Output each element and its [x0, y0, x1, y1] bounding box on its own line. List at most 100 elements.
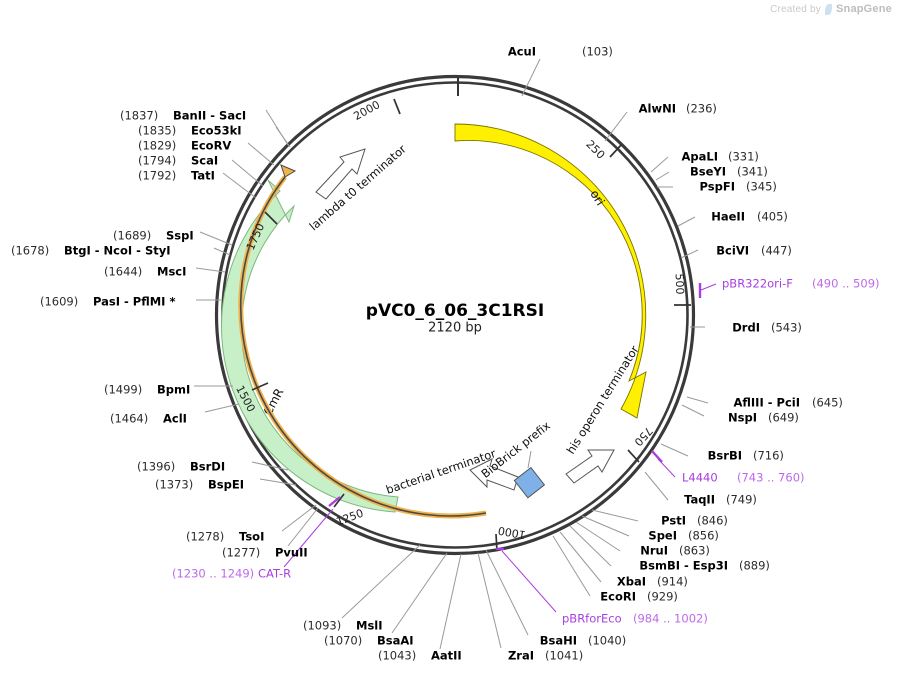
site-enzyme: BsrBI: [708, 449, 742, 463]
site-position: (331): [728, 150, 759, 164]
site-label-bsmbi-esp3i[interactable]: BsmBI - Esp3I (889): [639, 559, 770, 573]
snapgene-watermark: Created by SnapGene: [770, 3, 892, 15]
site-enzyme: ScaI: [191, 154, 218, 168]
site-label-apali[interactable]: ApaLI (331): [682, 150, 759, 164]
site-enzyme: EcoRI: [600, 590, 636, 604]
site-position: (405): [757, 210, 788, 224]
site-label-bsrbi[interactable]: BsrBI (716): [708, 449, 784, 463]
site-enzyme: PvuII: [275, 546, 308, 560]
site-position: (889): [739, 559, 770, 573]
site-label-pvuii[interactable]: (1277) PvuII: [222, 546, 308, 560]
site-position: (1689): [113, 229, 151, 243]
site-label-msci[interactable]: (1644) MscI: [104, 265, 186, 279]
watermark-brand: SnapGene: [835, 3, 892, 15]
site-label-btgi-ncoi-styi[interactable]: (1678) BtgI - NcoI - StyI: [11, 244, 171, 258]
site-position: (1644): [104, 265, 142, 279]
site-label-ecori[interactable]: EcoRI (929): [600, 590, 678, 604]
site-enzyme: AcuI: [508, 45, 536, 59]
site-position: (1040): [588, 634, 626, 648]
primer-name: pBR322ori-F: [722, 277, 793, 291]
site-enzyme: DrdI: [732, 321, 760, 335]
plasmid-length: 2120 bp: [428, 321, 482, 336]
site-label-banii-saci[interactable]: (1837) BanII - SacI: [120, 109, 246, 123]
site-position: (1041): [545, 649, 583, 663]
site-enzyme: AclI: [163, 412, 187, 426]
site-enzyme: BsmBI - Esp3I: [639, 559, 728, 573]
tick-label-1250: 1250: [334, 507, 365, 529]
site-label-eco53ki[interactable]: (1835) Eco53kI: [138, 124, 242, 138]
tick-label-500: 500: [673, 273, 687, 294]
primer-label-cat-r[interactable]: (1230 .. 1249) CAT-R: [172, 567, 291, 581]
site-label-bspei[interactable]: (1373) BspEI: [155, 478, 244, 492]
site-label-zrai[interactable]: ZraI (1041): [508, 649, 583, 663]
site-label-acli[interactable]: (1464) AclI: [110, 412, 187, 426]
site-label-tati[interactable]: (1792) TatI: [138, 169, 215, 183]
site-label-bpmi[interactable]: (1499) BpmI: [104, 383, 190, 397]
primer-mark-l4440[interactable]: [651, 450, 663, 463]
site-label-psti[interactable]: PstI (846): [661, 514, 728, 528]
primer-name: pBRforEco: [562, 612, 622, 626]
site-position: (1835): [138, 124, 176, 138]
site-enzyme: BanII - SacI: [173, 109, 246, 123]
primer-label-pbrforeco[interactable]: pBRforEco (984 .. 1002): [562, 612, 708, 626]
site-label-aatii[interactable]: (1043) AatII: [378, 649, 462, 663]
site-enzyme: ApaLI: [682, 150, 719, 164]
site-label-taqii[interactable]: TaqII (749): [684, 493, 757, 507]
site-label-acui[interactable]: AcuI (103): [508, 45, 613, 59]
site-position: (1829): [138, 139, 176, 153]
primer-name: CAT-R: [258, 567, 291, 581]
site-enzyme: MscI: [157, 265, 186, 279]
site-enzyme: TatI: [191, 169, 215, 183]
site-label-msli[interactable]: (1093) MslI: [303, 619, 383, 633]
site-position: (846): [697, 514, 728, 528]
primer-label-pbr322ori-f[interactable]: pBR322ori-F (490 .. 509): [722, 277, 880, 291]
site-label-bsrdi[interactable]: (1396) BsrDI: [137, 460, 225, 474]
primer-range: (1230 .. 1249): [172, 567, 254, 581]
site-enzyme: BtgI - NcoI - StyI: [64, 244, 171, 258]
site-position: (1277): [222, 546, 260, 560]
site-enzyme: EcoRV: [191, 139, 231, 153]
site-label-ecorv[interactable]: (1829) EcoRV: [138, 139, 231, 153]
site-position: (1464): [110, 412, 148, 426]
site-position: (1070): [324, 634, 362, 648]
primer-mark-cat-r[interactable]: [328, 496, 341, 507]
site-position: (914): [657, 575, 688, 589]
site-label-sspi[interactable]: (1689) SspI: [113, 229, 194, 243]
site-label-pspfi[interactable]: PspFI (345): [700, 180, 777, 194]
site-position: (341): [737, 165, 768, 179]
site-label-bcivi[interactable]: BciVI (447): [716, 244, 792, 258]
site-label-drdi[interactable]: DrdI (543): [732, 321, 802, 335]
site-position: (1278): [186, 530, 224, 544]
site-position: (856): [688, 529, 719, 543]
site-label-xbai[interactable]: XbaI (914): [617, 575, 688, 589]
site-label-nrui[interactable]: NruI (863): [640, 544, 710, 558]
tick-label-2000: 2000: [351, 98, 382, 123]
site-label-aflIII-pcii[interactable]: AflIII - PciI (645): [733, 396, 842, 410]
site-enzyme: BsrDI: [190, 460, 225, 474]
site-enzyme: BspEI: [208, 478, 244, 492]
site-label-bseyi[interactable]: BseYI (341): [690, 165, 768, 179]
primer-label-l4440[interactable]: L4440 (743 .. 760): [682, 471, 805, 485]
site-label-scai[interactable]: (1794) ScaI: [138, 154, 218, 168]
primer-marks[interactable]: [328, 283, 702, 551]
site-label-alwni[interactable]: AlwNI (236): [639, 102, 717, 116]
site-label-bsahi[interactable]: BsaHI (1040): [540, 634, 627, 648]
primer-range: (490 .. 509): [812, 277, 880, 291]
tick-label-250: 250: [583, 138, 607, 162]
primer-range: (984 .. 1002): [633, 612, 708, 626]
site-position: (447): [761, 244, 792, 258]
site-label-tsoi[interactable]: (1278) TsoI: [186, 530, 264, 544]
site-position: (1792): [138, 169, 176, 183]
site-label-spei[interactable]: SpeI (856): [648, 529, 719, 543]
site-enzyme: SpeI: [648, 529, 677, 543]
site-label-haeii[interactable]: HaeII (405): [711, 210, 788, 224]
site-position: (1499): [104, 383, 142, 397]
site-position: (1396): [137, 460, 175, 474]
site-position: (1043): [378, 649, 416, 663]
site-label-pasi-pflmi[interactable]: (1609) PasI - PflMI *: [40, 295, 175, 309]
site-enzyme: HaeII: [711, 210, 745, 224]
site-label-bsaai[interactable]: (1070) BsaAI: [324, 634, 414, 648]
site-label-nspi[interactable]: NspI (649): [728, 411, 799, 425]
feature-lambda-t0-terminator[interactable]: lambda t0 terminator: [307, 142, 409, 234]
